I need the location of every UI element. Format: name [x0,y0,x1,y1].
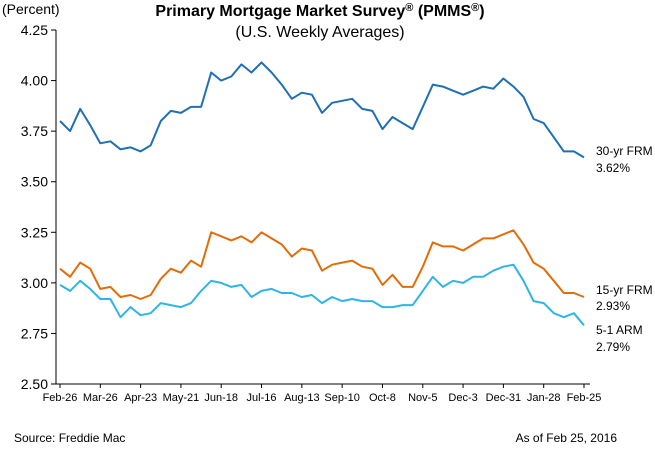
x-tick-label: Nov-5 [408,392,437,404]
title-registered-mark-1: ® [405,2,413,14]
y-tick-label: 4.25 [21,22,48,38]
series-line-arm [59,263,585,326]
y-tick-label: 3.00 [21,275,48,291]
x-tick-label: Mar-26 [83,392,118,404]
series-value-arm: 2.79% [596,340,630,354]
chart-title-main: Primary Mortgage Market Survey [155,3,405,20]
x-tick-label: Jul-16 [247,392,277,404]
series-line-30yr [59,61,585,159]
chart-title-paren: (PMMS [413,3,471,20]
y-tick-label: 3.25 [21,224,48,240]
series-value-15yr: 2.93% [596,299,630,313]
x-tick-label: May-21 [163,392,200,404]
x-tick-label: Aug-13 [284,392,319,404]
title-registered-mark-2: ® [471,2,479,14]
x-tick-label: Oct-8 [369,392,396,404]
x-tick-label: Jan-28 [527,392,561,404]
y-tick-label: 4.00 [21,73,48,89]
chart-subtitle: (U.S. Weekly Averages) [235,24,404,41]
x-tick-label: Dec-31 [486,392,521,404]
y-tick-label: 2.50 [21,376,48,392]
source-note: Source: Freddie Mac [14,431,125,445]
x-tick-label: Feb-25 [567,392,602,404]
x-tick-label: Jun-18 [204,392,238,404]
series-label-30yr: 30-yr FRM [596,144,653,158]
series-label-15yr: 15-yr FRM [596,283,653,297]
x-tick-label: Feb-26 [43,392,78,404]
series-line-15yr [59,229,585,300]
y-tick-label: 3.75 [21,123,48,139]
y-unit-label: (Percent) [2,1,60,17]
as-of-date: As of Feb 25, 2016 [516,431,618,445]
series-value-30yr: 3.62% [596,161,630,175]
x-axis-ticks: Feb-26 Mar-26 Apr-23 May-21 Jun-18 Jul-16 Aug-… [43,384,602,404]
x-tick-label: Apr-23 [124,392,157,404]
y-axis-ticks: 4.25 4.00 3.75 3.50 3.25 3.00 2.75 2.50 [21,22,56,392]
chart-title-close: ) [479,3,484,20]
y-tick-label: 2.75 [21,325,48,341]
series-label-arm: 5-1 ARM [596,323,643,337]
x-tick-label: Dec-3 [448,392,477,404]
chart-title: Primary Mortgage Market Survey® (PMMS®) [155,2,484,20]
x-tick-label: Sep-10 [324,392,359,404]
series-lines [59,61,585,326]
y-tick-label: 3.50 [21,174,48,190]
